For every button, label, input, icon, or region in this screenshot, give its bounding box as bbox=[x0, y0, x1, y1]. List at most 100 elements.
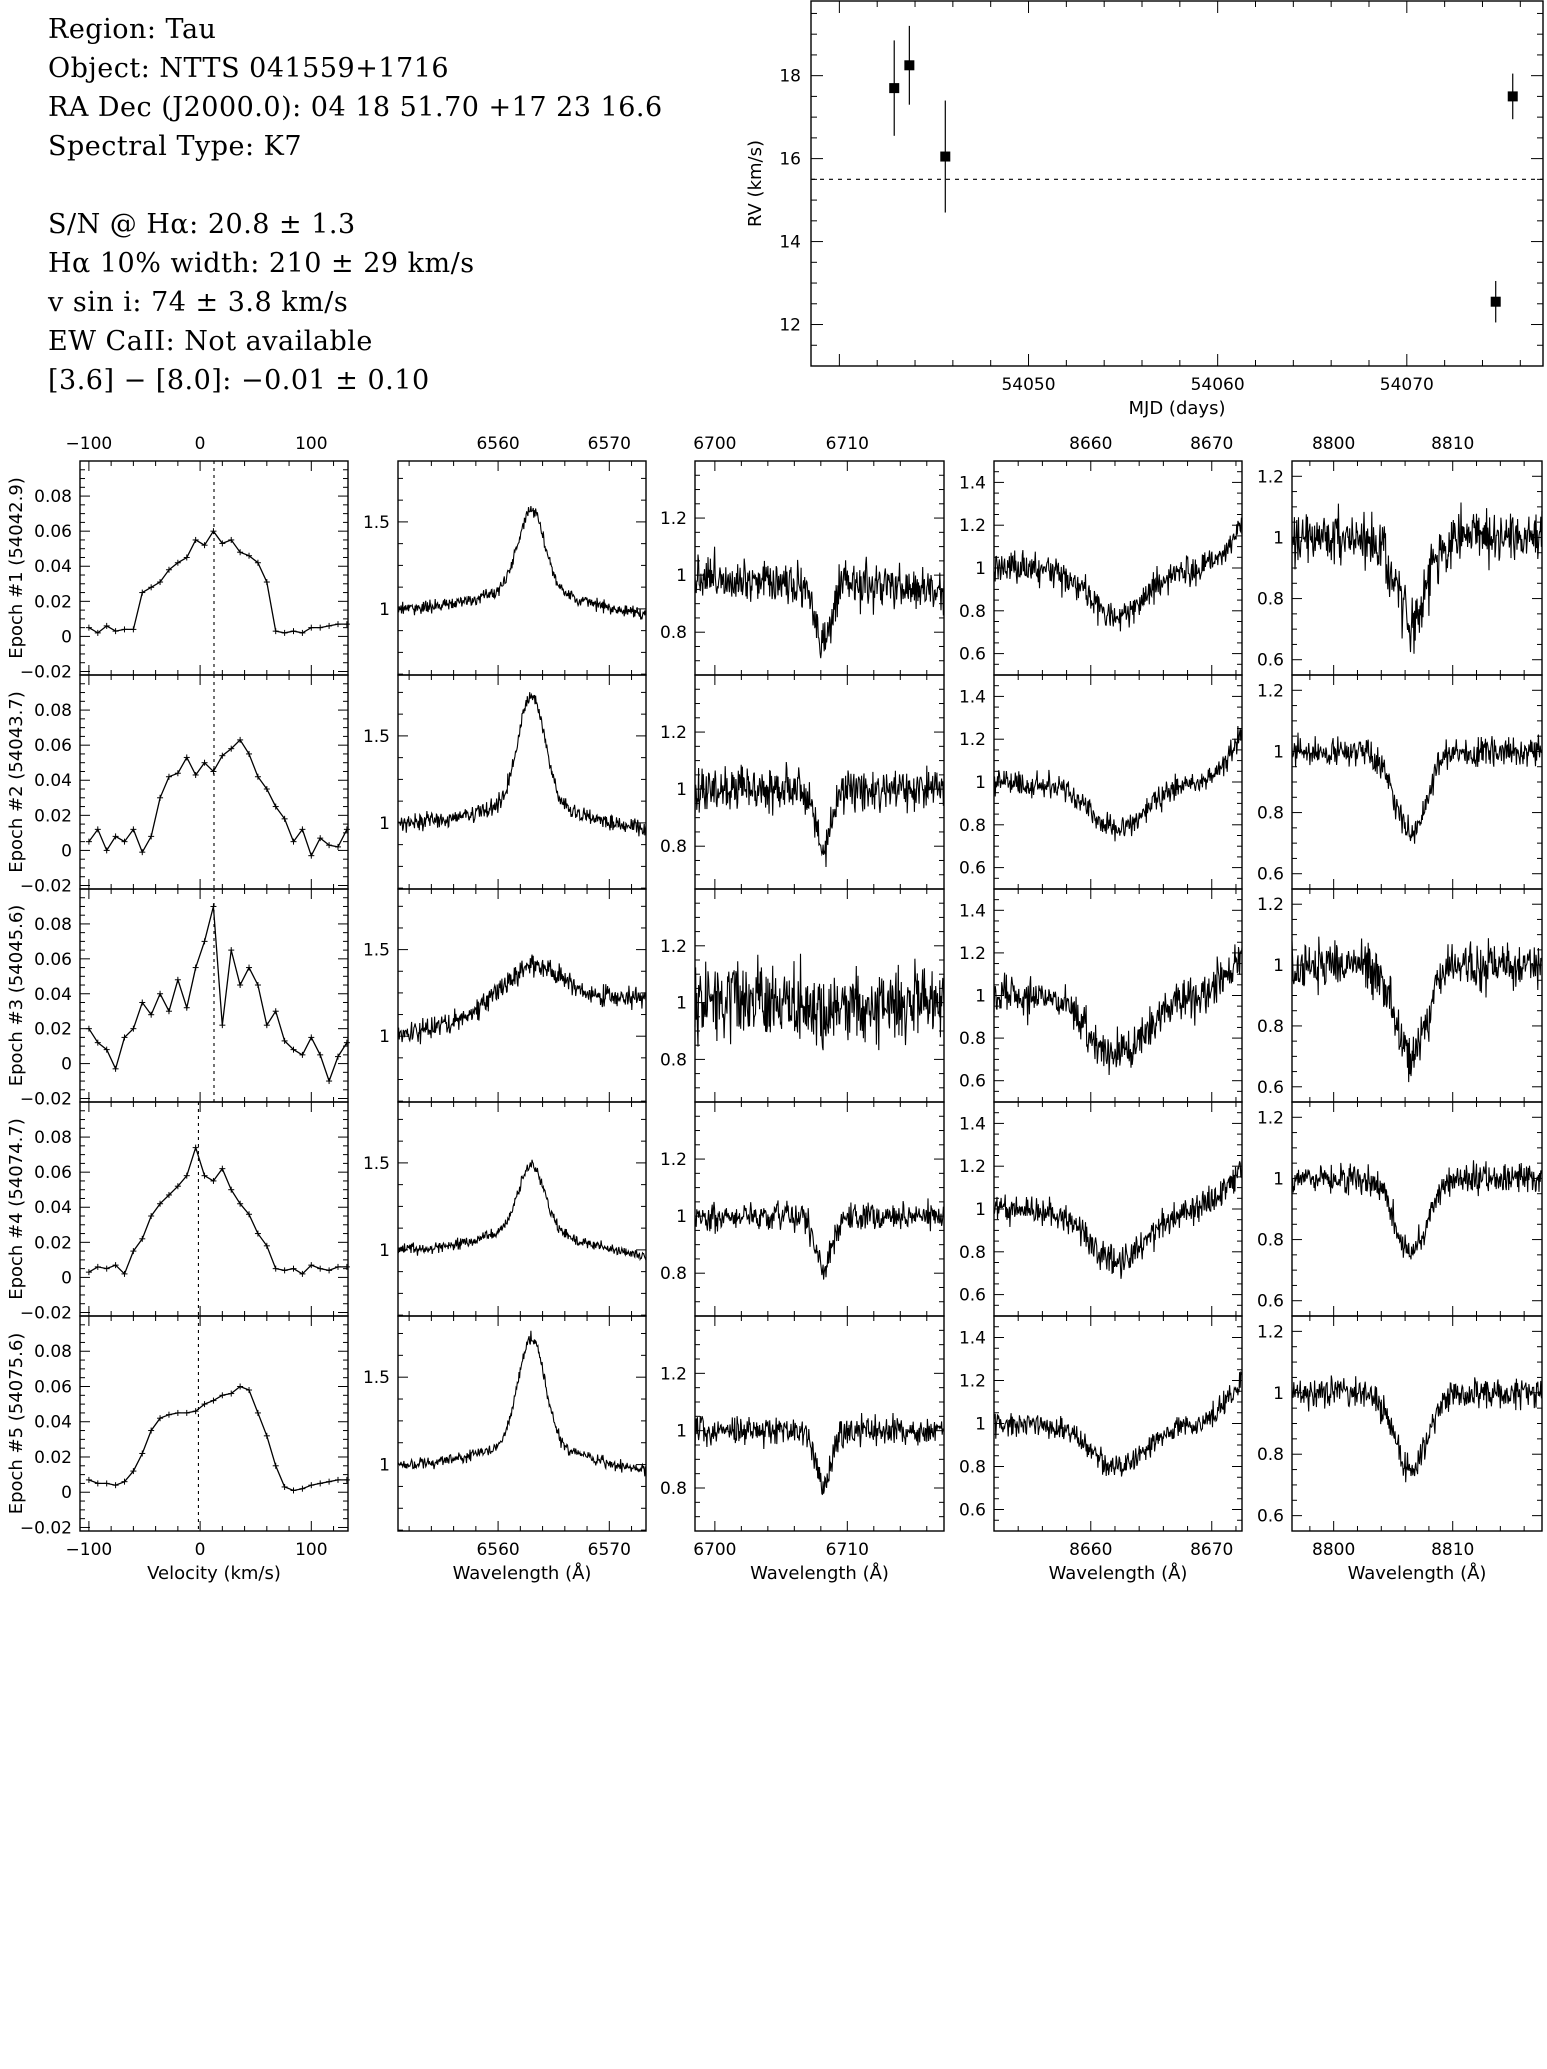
x-tick-label-top: 8660 bbox=[1069, 434, 1112, 454]
li-spectrum-line bbox=[694, 1412, 945, 1496]
y-tick-label: 0.02 bbox=[34, 592, 72, 612]
x-tick-label: 8660 bbox=[1069, 1540, 1112, 1560]
y-tick-label: 0.8 bbox=[1257, 590, 1284, 610]
y-tick-label: 1 bbox=[676, 1207, 687, 1227]
ca8662-panel-frame bbox=[993, 674, 1243, 890]
x-tick-label: 100 bbox=[295, 1540, 327, 1560]
halpha-width-line: Hα 10% width: 210 ± 29 km/s bbox=[48, 248, 475, 279]
y-tick-label: −0.02 bbox=[20, 1518, 72, 1538]
y-tick-label: 1 bbox=[975, 773, 986, 793]
x-tick-label-top: 8800 bbox=[1312, 434, 1355, 454]
y-tick-label: 0.04 bbox=[34, 771, 72, 791]
y-tick-label: 0.8 bbox=[959, 1029, 986, 1049]
y-tick-label: 1.4 bbox=[959, 1329, 986, 1349]
halpha-panel-frame bbox=[397, 460, 647, 676]
li-spectrum-line bbox=[694, 1198, 945, 1280]
y-tick-label: 1.2 bbox=[660, 1150, 687, 1170]
halpha-panel-frame bbox=[397, 1315, 647, 1532]
y-tick-label: 0.8 bbox=[1257, 1017, 1284, 1037]
ccf-series-line bbox=[88, 1385, 347, 1492]
x-tick-label: 0 bbox=[195, 1540, 206, 1560]
x-tick-label: 6710 bbox=[826, 1540, 869, 1560]
y-tick-label: 0.8 bbox=[959, 816, 986, 836]
y-tick-label: 0 bbox=[61, 627, 72, 647]
y-tick-label: 0.8 bbox=[660, 623, 687, 643]
x-tick-label: 6570 bbox=[588, 1540, 631, 1560]
x-axis-label: Wavelength (Å) bbox=[1348, 1562, 1487, 1584]
y-tick-label: 1.2 bbox=[959, 944, 986, 964]
x-tick-label-top: 8810 bbox=[1431, 434, 1474, 454]
rv-point bbox=[889, 83, 900, 94]
ca8806-panel-frame bbox=[1291, 888, 1543, 1103]
y-tick-label: 1.2 bbox=[660, 509, 687, 529]
spectral-type-line: Spectral Type: K7 bbox=[48, 131, 303, 162]
y-tick-label: 0.02 bbox=[34, 806, 72, 826]
y-tick-label: −0.02 bbox=[20, 662, 72, 682]
x-axis-label: Velocity (km/s) bbox=[147, 1563, 281, 1584]
vsini-line: v sin i: 74 ± 3.8 km/s bbox=[48, 287, 349, 318]
y-tick-label: −0.02 bbox=[20, 876, 72, 896]
y-tick-label: 1.2 bbox=[959, 1157, 986, 1177]
coordinates-line: RA Dec (J2000.0): 04 18 51.70 +17 23 16.… bbox=[48, 92, 663, 123]
y-tick-label: 0 bbox=[61, 841, 72, 861]
epoch-label: Epoch #3 (54045.6) bbox=[6, 905, 27, 1087]
y-tick-label: 0.8 bbox=[959, 1243, 986, 1263]
y-tick-label: 0.06 bbox=[34, 950, 72, 970]
y-tick-label: 0.6 bbox=[959, 645, 986, 665]
ca8662-spectrum-line bbox=[993, 517, 1243, 632]
ca8806-panel-frame bbox=[1291, 674, 1543, 890]
ca8806-panel-frame bbox=[1291, 1101, 1543, 1317]
y-tick-label: 1 bbox=[1273, 528, 1284, 548]
x-tick-label-top: 6560 bbox=[476, 434, 519, 454]
y-tick-label: 1.2 bbox=[660, 723, 687, 743]
x-axis-label: Wavelength (Å) bbox=[750, 1562, 889, 1584]
y-tick-label: 1 bbox=[1273, 1384, 1284, 1404]
rv-y-axis-label: RV (km/s) bbox=[745, 140, 766, 227]
y-tick-label: 1 bbox=[676, 994, 687, 1014]
y-tick-label: 1 bbox=[975, 559, 986, 579]
li-panel-frame bbox=[694, 1101, 945, 1317]
ca8806-spectrum-line bbox=[1291, 1160, 1543, 1260]
ca8806-spectrum-line bbox=[1291, 1375, 1543, 1483]
y-tick-label: 0.6 bbox=[959, 859, 986, 879]
y-tick-label: 0.08 bbox=[34, 1342, 72, 1362]
y-tick-label: 1 bbox=[676, 566, 687, 586]
x-axis-label: Wavelength (Å) bbox=[1049, 1562, 1188, 1584]
y-tick-label: 0.6 bbox=[1257, 651, 1284, 671]
ccf-series-line bbox=[88, 530, 347, 634]
rv-point bbox=[940, 151, 951, 162]
y-tick-label: 1.2 bbox=[1257, 895, 1284, 915]
y-tick-label: 1 bbox=[379, 600, 390, 620]
x-tick-label: −100 bbox=[66, 1540, 113, 1560]
snr-line: S/N @ Hα: 20.8 ± 1.3 bbox=[48, 209, 356, 240]
y-tick-label: 0.08 bbox=[34, 1128, 72, 1148]
x-tick-label: 8670 bbox=[1190, 1540, 1233, 1560]
y-tick-label: 1.5 bbox=[363, 1154, 390, 1174]
ca8806-panel-frame bbox=[1291, 1315, 1543, 1532]
rv-x-axis-label: MJD (days) bbox=[1129, 398, 1226, 419]
y-tick-label: 1.2 bbox=[1257, 467, 1284, 487]
y-tick-label: 1.4 bbox=[959, 473, 986, 493]
y-tick-label: 0.6 bbox=[1257, 865, 1284, 885]
y-tick-label: 1.5 bbox=[363, 513, 390, 533]
y-tick-label: 1 bbox=[1273, 1169, 1284, 1189]
rv-y-tick-label: 14 bbox=[779, 233, 801, 253]
y-tick-label: 0.8 bbox=[660, 1264, 687, 1284]
x-tick-label-top: 8670 bbox=[1190, 434, 1233, 454]
y-tick-label: 1.2 bbox=[1257, 1322, 1284, 1342]
y-tick-label: 0.08 bbox=[34, 915, 72, 935]
x-tick-label-top: 6710 bbox=[826, 434, 869, 454]
rv-x-tick-label: 54070 bbox=[1380, 375, 1434, 395]
y-tick-label: 0.06 bbox=[34, 736, 72, 756]
halpha-spectrum-line bbox=[397, 954, 647, 1045]
halpha-spectrum-line bbox=[397, 1159, 647, 1262]
y-tick-label: 0.8 bbox=[959, 602, 986, 622]
y-tick-label: 0.06 bbox=[34, 1163, 72, 1183]
y-tick-label: 0.02 bbox=[34, 1020, 72, 1040]
rv-point bbox=[1507, 91, 1518, 102]
y-tick-label: 0 bbox=[61, 1268, 72, 1288]
halpha-spectrum-line bbox=[397, 692, 647, 837]
object-line: Object: NTTS 041559+1716 bbox=[48, 53, 450, 84]
y-tick-label: 1 bbox=[379, 1027, 390, 1047]
epoch-label: Epoch #4 (54074.7) bbox=[6, 1118, 27, 1300]
